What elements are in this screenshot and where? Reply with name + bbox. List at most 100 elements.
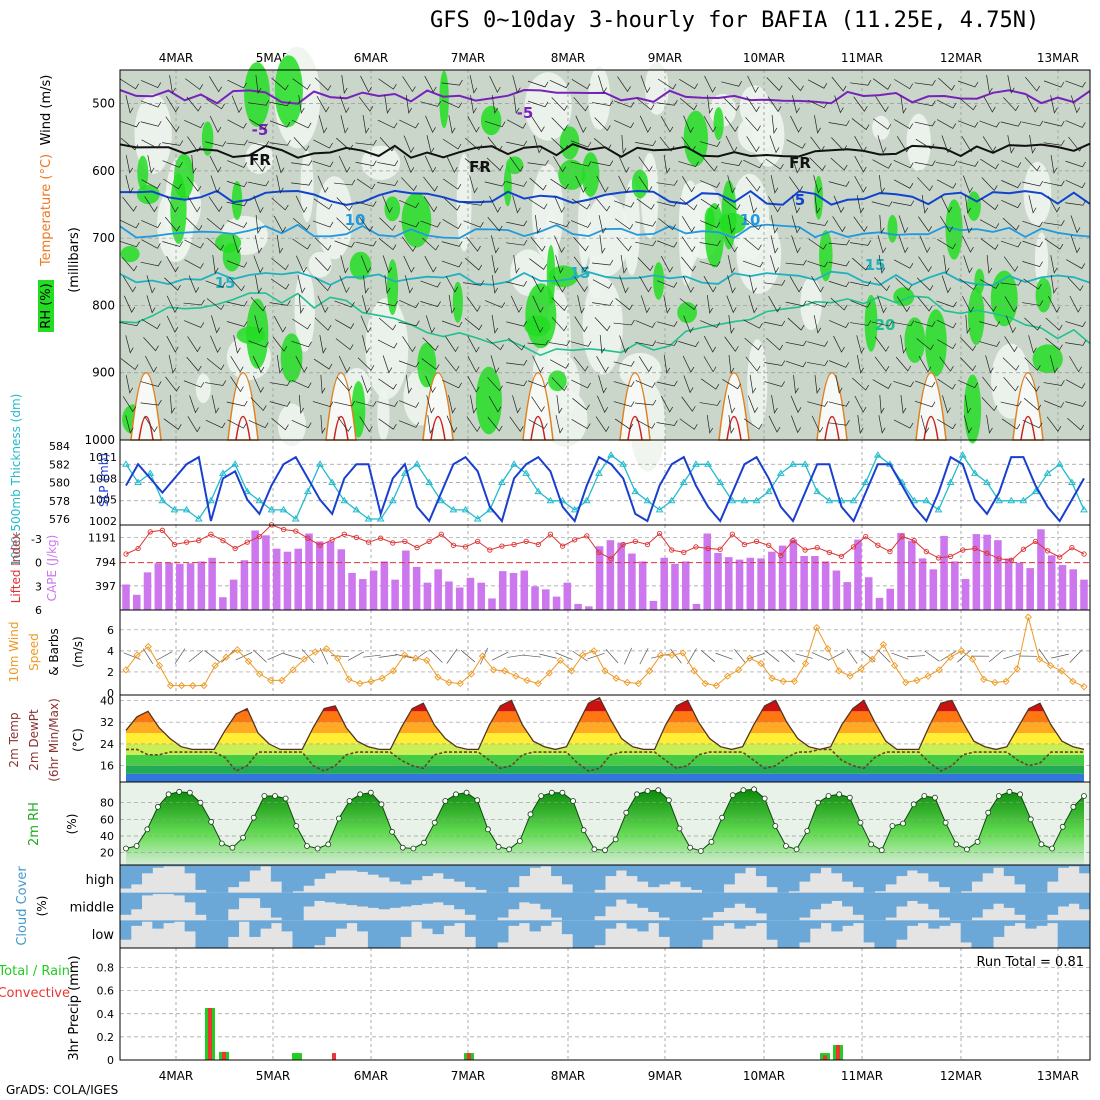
wind-barb — [399, 300, 420, 309]
wind-barb — [529, 177, 547, 191]
upper-ytick: 1000 — [84, 433, 115, 447]
wind-barb — [187, 196, 201, 213]
wind-barb — [206, 218, 225, 231]
wind-barb — [253, 375, 264, 393]
wind-barb — [186, 96, 202, 112]
cloud-middle-bar — [270, 892, 283, 918]
wind-barb — [893, 179, 914, 189]
cape-bar — [940, 535, 948, 610]
wind-barb — [320, 374, 326, 395]
cloud-middle-bar — [173, 892, 186, 896]
wind10m-barb — [734, 648, 746, 664]
cape-bar — [1026, 568, 1034, 610]
rh-marker — [751, 786, 757, 793]
rh-moist-patch — [963, 374, 982, 444]
wind10m-barb — [811, 652, 829, 661]
wind-barb — [700, 320, 721, 328]
wind-barb — [724, 116, 739, 133]
wind-barb — [828, 401, 850, 407]
wind-barb — [141, 80, 162, 88]
wind-barb — [119, 120, 140, 128]
cloud-middle-bar — [475, 892, 487, 921]
wind-barb — [724, 336, 739, 352]
thickness-marker — [582, 496, 591, 504]
wind-barb — [512, 395, 521, 414]
rh-marker — [846, 794, 853, 801]
thickness-marker — [789, 460, 797, 467]
wind-barb — [833, 195, 845, 214]
wind-barb — [811, 415, 824, 433]
wind10m-barb — [670, 648, 682, 664]
wind-barb — [1028, 335, 1037, 354]
precip-ytick: 0.8 — [97, 962, 115, 975]
wind-speed-marker — [957, 647, 966, 655]
rh-moist-patch — [173, 153, 194, 200]
wind-barb — [442, 178, 462, 190]
wind-barb — [424, 255, 437, 273]
cloud-high-bar — [723, 865, 735, 885]
lifted-index-marker — [378, 535, 384, 541]
cloud-middle-bar — [518, 892, 531, 903]
lifted-index-marker — [1044, 548, 1051, 554]
wind-barb — [699, 141, 721, 147]
wind-barb — [253, 195, 264, 214]
wind-barb — [914, 100, 936, 107]
wind-speed-marker — [868, 655, 876, 663]
wind-barb — [550, 178, 569, 190]
rh-moist-patch — [384, 196, 401, 222]
thermal-plume-core — [430, 415, 446, 441]
contour-label: FR — [249, 151, 271, 169]
wind-barb — [314, 317, 332, 331]
lifted-index-marker — [766, 542, 772, 548]
cape-bar — [154, 563, 163, 610]
wind-barb — [789, 176, 804, 192]
cloud-high-bar — [993, 865, 1005, 868]
wind-barb — [188, 275, 200, 294]
wind-barb — [656, 380, 678, 387]
wind-barb — [184, 239, 204, 249]
wind-barb — [254, 235, 263, 254]
wind-barb — [1065, 200, 1087, 206]
upper-ytick: 600 — [92, 164, 115, 178]
wind-barb — [486, 157, 504, 171]
wind-barb — [918, 356, 932, 373]
wind-barb — [313, 198, 333, 210]
wind-barb — [384, 275, 391, 294]
thickness-marker — [510, 460, 518, 467]
wind-barb — [527, 160, 549, 166]
wind-barb — [771, 115, 778, 135]
wind-barb — [315, 277, 331, 292]
wind-barb — [936, 119, 957, 129]
wind-speed-marker — [467, 670, 475, 678]
thickness-marker — [388, 496, 397, 504]
wind-barb — [1004, 336, 1018, 353]
wind-barb — [320, 414, 326, 435]
wind-barb — [613, 361, 635, 367]
wind10m-barb — [555, 652, 573, 660]
cape-bar — [778, 545, 787, 610]
wind-barb — [141, 139, 161, 149]
cloud-middle-bar — [561, 892, 574, 921]
rh-marker — [878, 847, 885, 854]
cloud-low-bar — [745, 920, 757, 926]
wind-speed-marker — [501, 667, 509, 675]
thickness-marker — [134, 478, 143, 485]
lifted-index-marker — [802, 547, 808, 553]
wind-speed-marker — [556, 656, 565, 664]
wind-barb — [144, 196, 158, 213]
wind-barb — [656, 201, 678, 207]
wind-barb — [506, 380, 528, 387]
wind-barb — [983, 95, 996, 113]
wind-barb — [448, 295, 456, 314]
wind-barb — [958, 379, 979, 389]
cloud-high-bar — [594, 865, 606, 890]
rh-marker — [197, 799, 204, 806]
wind-barb — [575, 175, 587, 193]
wind-barb — [638, 356, 653, 373]
wind-barb — [874, 277, 890, 292]
wind-barb — [485, 300, 506, 308]
cloud-low-bar — [508, 920, 520, 926]
wind-speed-marker — [790, 677, 799, 686]
wind-barb — [169, 75, 176, 94]
wind-barb — [660, 395, 674, 413]
